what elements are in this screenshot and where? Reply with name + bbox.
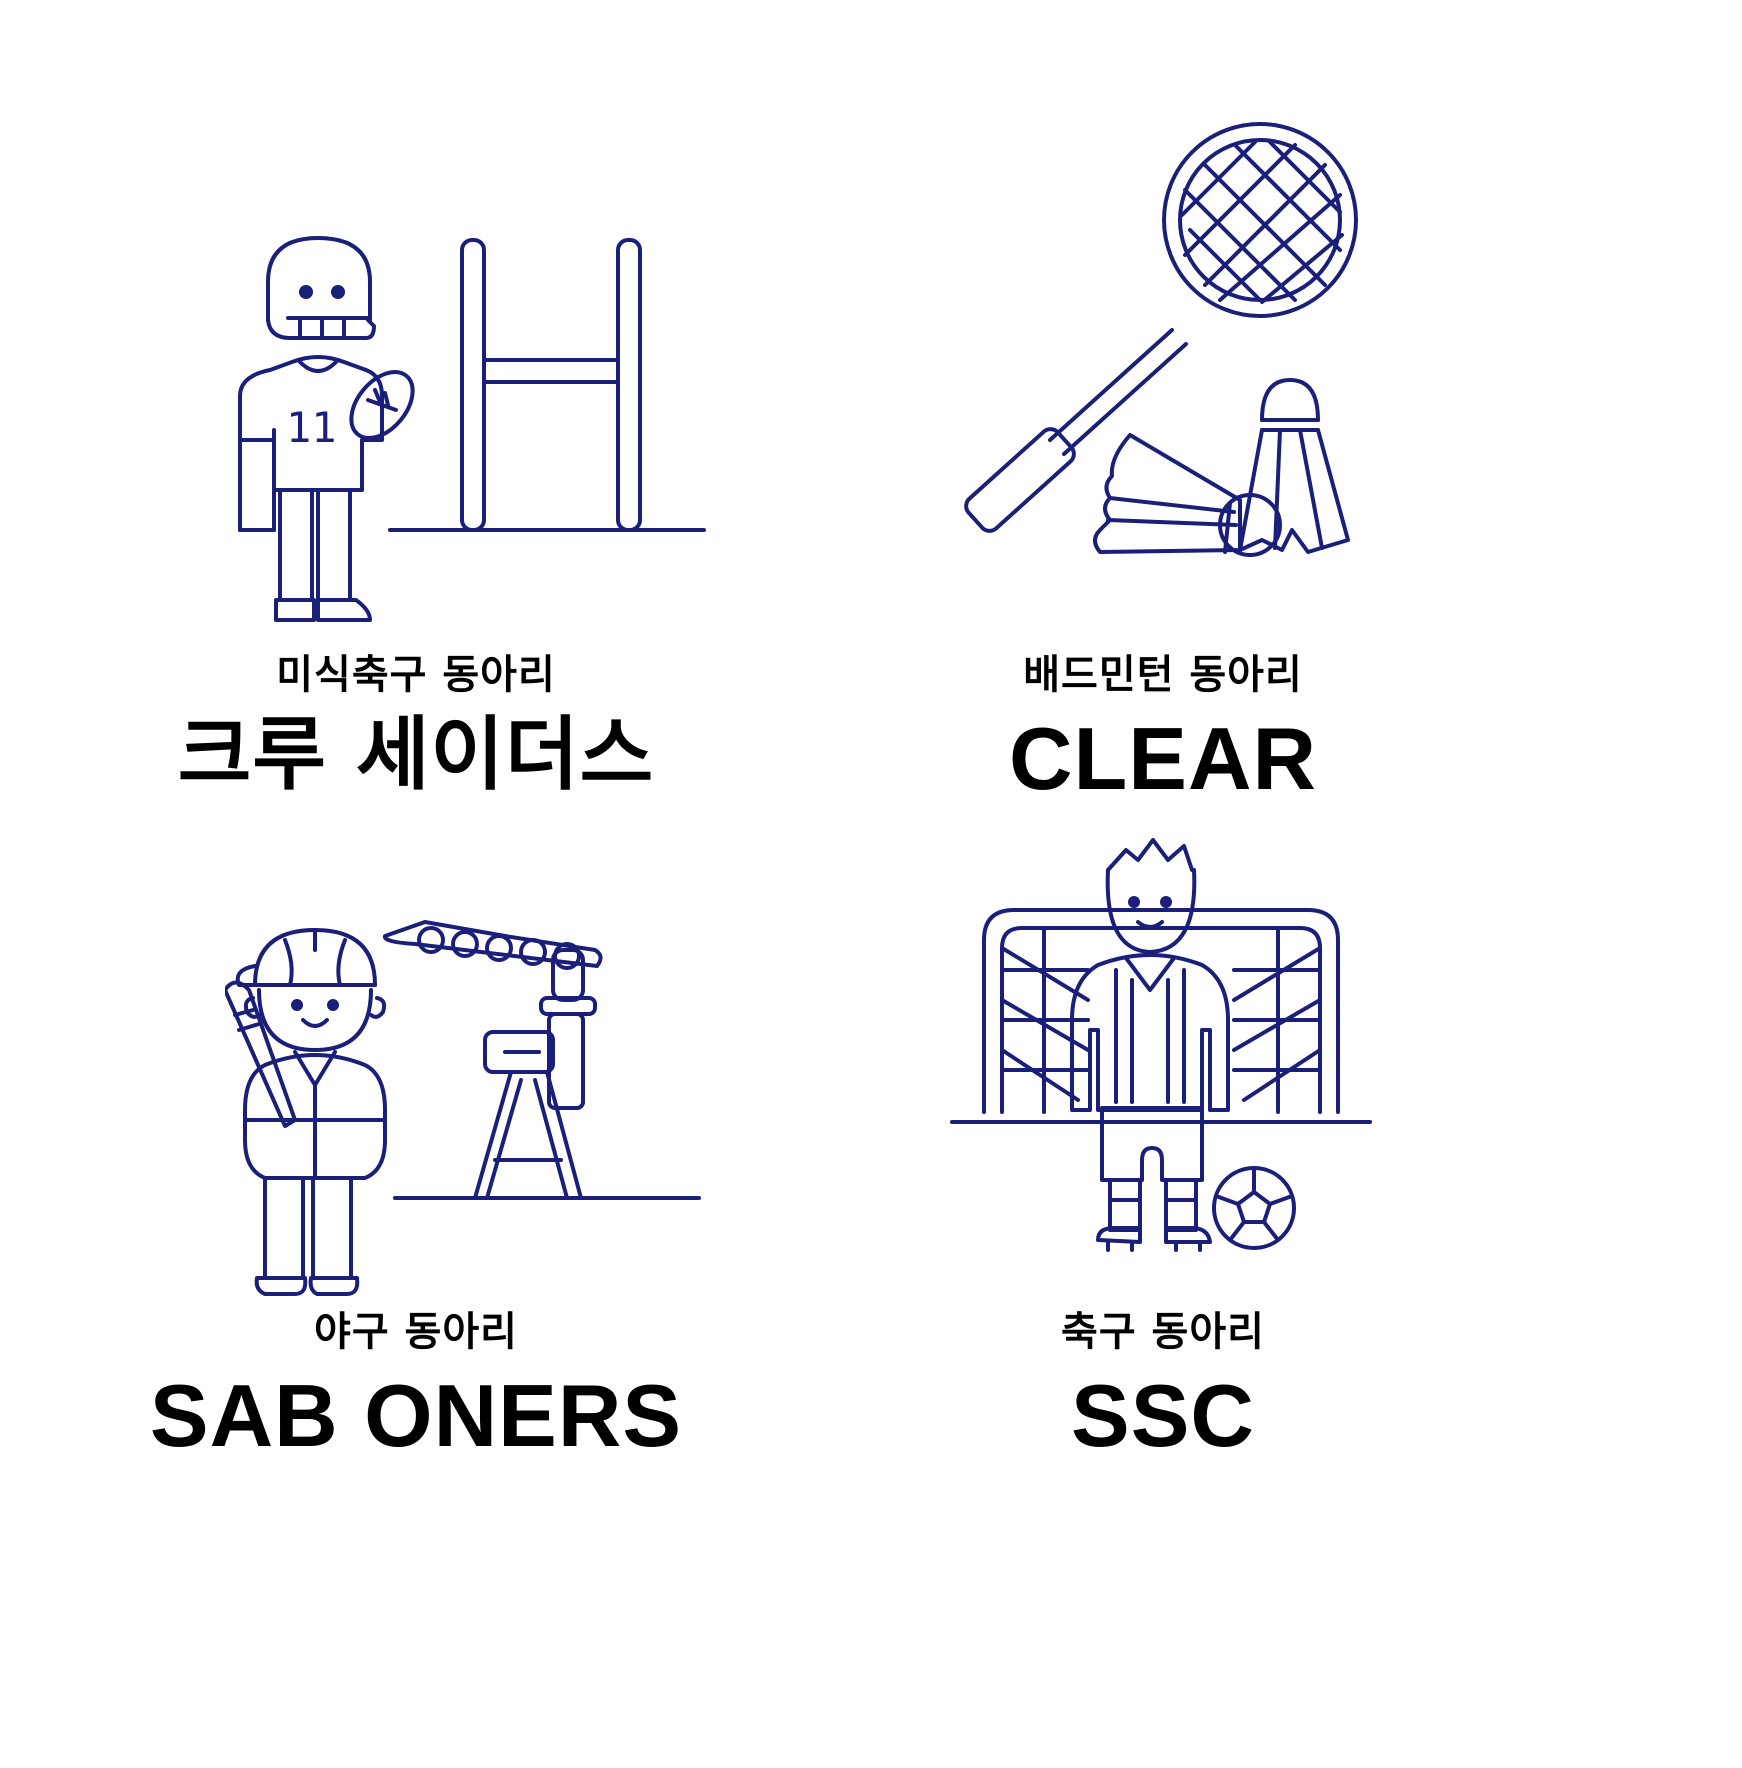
- club-category: 야구 동아리: [314, 1309, 518, 1355]
- american-football-player-icon: [230, 230, 710, 650]
- baseball-player-pitching-machine-icon: [225, 920, 705, 1300]
- badminton-racket-shuttlecock-icon: [950, 120, 1380, 570]
- jersey-number: 11: [286, 403, 337, 452]
- club-name: CLEAR: [1008, 709, 1318, 808]
- club-category: 축구 동아리: [1061, 1309, 1265, 1355]
- jersey-number-text: 11: [286, 403, 337, 452]
- club-caption-baseball: 야구 동아리 SAB ONERS: [66, 1312, 766, 1460]
- club-caption-badminton: 배드민턴 동아리 CLEAR: [813, 655, 1513, 803]
- club-category: 미식축구 동아리: [276, 652, 556, 698]
- club-caption-soccer: 축구 동아리 SSC: [813, 1312, 1513, 1460]
- club-name: 크루 세이더스: [177, 708, 655, 801]
- club-name: SAB ONERS: [149, 1366, 683, 1465]
- club-name: SSC: [1071, 1366, 1255, 1465]
- soccer-referee-goal-icon: [948, 830, 1378, 1270]
- club-caption-football: 미식축구 동아리 크루 세이더스: [66, 655, 766, 795]
- club-category: 배드민턴 동아리: [1023, 652, 1303, 698]
